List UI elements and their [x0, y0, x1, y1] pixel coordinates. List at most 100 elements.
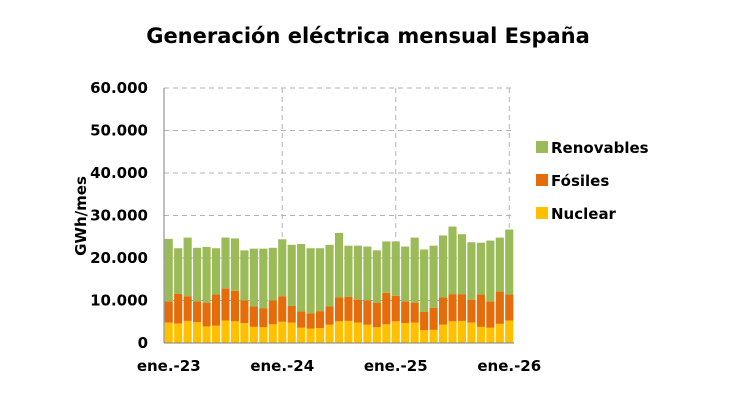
bar-renovables	[268, 247, 277, 301]
bar-nuclear	[211, 325, 221, 343]
bar-fsiles	[448, 294, 457, 322]
bar-fsiles	[382, 292, 391, 325]
bar-fsiles	[457, 294, 467, 321]
bar-nuclear	[183, 320, 192, 343]
bar-nuclear	[287, 322, 296, 343]
bar-fsiles	[486, 301, 495, 328]
bar-fsiles	[429, 307, 438, 330]
bar-renovables	[420, 249, 429, 312]
bar-nuclear	[363, 324, 372, 343]
bar-renovables	[316, 248, 325, 312]
bar-renovables	[476, 242, 485, 295]
bar-nuclear	[372, 327, 381, 343]
bar-renovables	[164, 238, 173, 302]
bar-renovables	[429, 245, 438, 308]
x-tick-label: ene.-25	[364, 357, 428, 375]
bar-renovables	[344, 245, 353, 297]
bar-nuclear	[202, 326, 211, 343]
bar-fsiles	[316, 311, 325, 329]
bar-fsiles	[495, 291, 504, 324]
y-tick-label: 40.000	[90, 164, 148, 182]
bar-nuclear	[249, 326, 258, 343]
bar-fsiles	[401, 301, 410, 324]
y-tick-label: 50.000	[90, 122, 148, 140]
bar-renovables	[259, 248, 268, 309]
bar-nuclear	[429, 329, 438, 343]
bar-fsiles	[202, 302, 211, 327]
bar-renovables	[382, 241, 391, 293]
bar-nuclear	[505, 320, 514, 343]
y-tick-label: 0	[138, 334, 148, 352]
bar-renovables	[306, 248, 315, 314]
bar-nuclear	[278, 321, 287, 343]
bar-fsiles	[505, 294, 514, 321]
bar-fsiles	[278, 296, 287, 322]
bar-fsiles	[372, 302, 381, 328]
bar-fsiles	[230, 290, 240, 322]
y-tick-label: 30.000	[90, 207, 148, 225]
bar-fsiles	[221, 288, 230, 321]
bar-nuclear	[401, 323, 410, 343]
bar-fsiles	[249, 306, 258, 327]
bar-renovables	[438, 235, 448, 298]
bar-renovables	[221, 237, 230, 289]
bar-fsiles	[363, 300, 372, 325]
bar-nuclear	[448, 321, 457, 343]
axis-layer: 0 10.000 20.000 30.000 40.000 50.000 60.000 ene…	[90, 79, 541, 375]
bar-nuclear	[344, 320, 353, 343]
bar-nuclear	[230, 321, 240, 343]
bar-nuclear	[193, 322, 202, 343]
bar-fsiles	[211, 294, 221, 326]
bar-renovables	[278, 239, 287, 297]
bar-fsiles	[240, 300, 249, 324]
bar-renovables	[391, 241, 400, 296]
bar-fsiles	[344, 296, 353, 321]
legend-label: Renovables	[551, 139, 649, 157]
bar-nuclear	[353, 322, 362, 343]
y-axis-title: GWh/mes	[72, 176, 90, 256]
bar-renovables	[297, 243, 306, 312]
bar-fsiles	[410, 302, 419, 323]
bar-nuclear	[391, 321, 400, 343]
bar-nuclear	[486, 327, 495, 343]
bar-fsiles	[183, 296, 192, 321]
bar-renovables	[410, 237, 419, 303]
bar-renovables	[401, 246, 410, 302]
x-tick-label: ene.-24	[250, 357, 314, 375]
bar-renovables	[193, 247, 202, 302]
bar-nuclear	[268, 324, 277, 343]
bar-nuclear	[334, 321, 344, 343]
bar-renovables	[334, 232, 344, 298]
y-tick-label: 10.000	[90, 292, 148, 310]
bar-nuclear	[259, 327, 268, 343]
bar-renovables	[457, 234, 467, 295]
x-tick-label: ene.-26	[477, 357, 541, 375]
bar-renovables	[363, 246, 372, 301]
legend-label: Fósiles	[551, 172, 609, 190]
bar-fsiles	[467, 299, 476, 323]
bar-fsiles	[259, 308, 268, 328]
y-tick-label: 20.000	[90, 249, 148, 267]
bar-renovables	[174, 248, 183, 294]
bar-nuclear	[476, 326, 485, 343]
bar-fsiles	[164, 301, 173, 323]
bar-fsiles	[174, 293, 183, 324]
bar-fsiles	[193, 301, 202, 323]
legend-swatch	[536, 174, 548, 186]
bar-nuclear	[467, 322, 476, 343]
bar-fsiles	[353, 299, 362, 323]
bar-nuclear	[382, 324, 391, 343]
bar-renovables	[249, 248, 258, 307]
bars-layer	[164, 226, 514, 344]
bar-renovables	[467, 242, 476, 300]
bar-fsiles	[297, 311, 306, 328]
bar-renovables	[287, 244, 296, 307]
bar-nuclear	[297, 327, 306, 343]
legend: Renovables Fósiles Nuclear	[536, 139, 649, 223]
x-tick-label: ene.-23	[137, 357, 201, 375]
bar-nuclear	[221, 320, 230, 343]
bar-renovables	[230, 238, 240, 291]
bar-fsiles	[306, 313, 315, 329]
bar-nuclear	[420, 330, 429, 343]
